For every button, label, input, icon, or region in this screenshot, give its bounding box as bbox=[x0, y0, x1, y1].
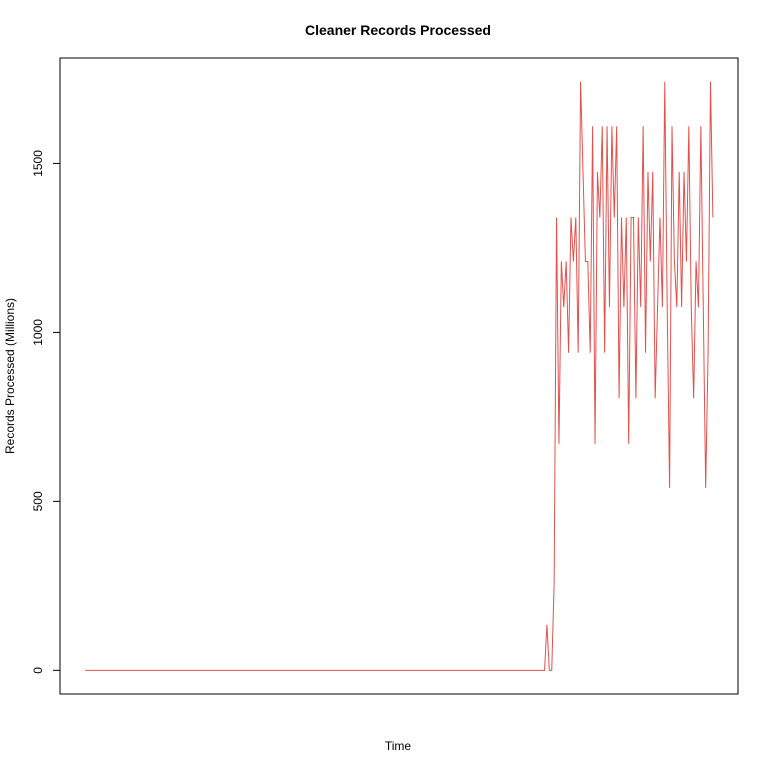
y-tick-label: 0 bbox=[31, 667, 45, 674]
y-axis-label: Records Processed (Millions) bbox=[3, 298, 17, 454]
data-line bbox=[85, 81, 714, 671]
plot-box bbox=[59, 57, 739, 695]
x-axis-label: Time bbox=[385, 739, 412, 753]
y-tick-label: 1500 bbox=[31, 150, 45, 177]
chart-title: Cleaner Records Processed bbox=[305, 22, 491, 38]
y-tick-label: 1000 bbox=[31, 319, 45, 346]
y-tick-label: 500 bbox=[31, 491, 45, 511]
